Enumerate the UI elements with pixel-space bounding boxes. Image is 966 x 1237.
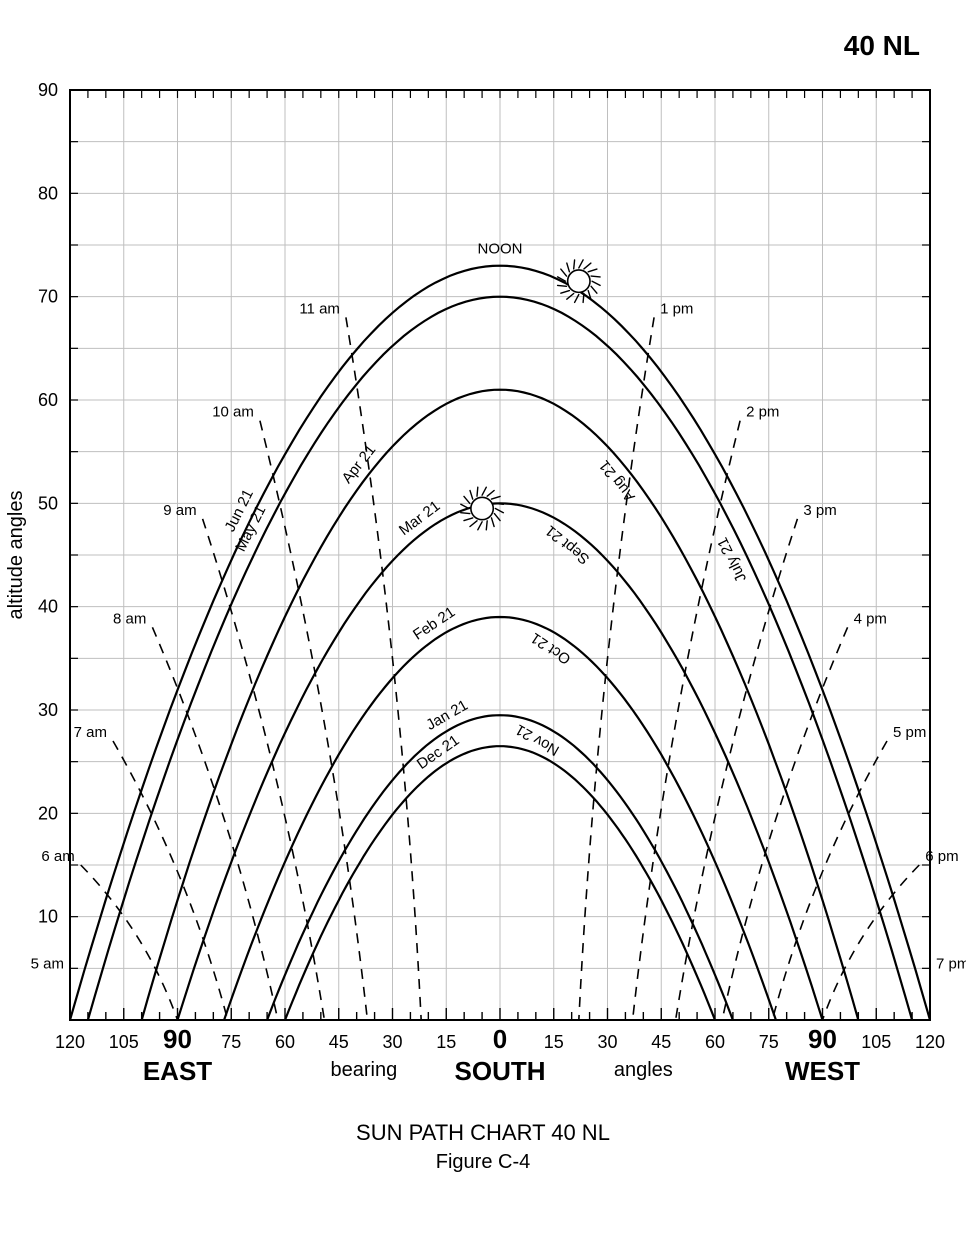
page: 40 NL 10 20 30 40 50 60 70 80 90 altitude angles 12… — [0, 0, 966, 1237]
cardinal-west: WEST — [785, 1056, 860, 1086]
corner-label: 40 NL — [844, 30, 920, 61]
y-tick-label: 80 — [38, 183, 58, 203]
cardinal-south: SOUTH — [455, 1056, 546, 1086]
chart-title: SUN PATH CHART 40 NL — [356, 1120, 610, 1145]
x-tick-labels: 120 105 90 75 60 45 30 15 0 15 30 45 60 75 90 105 120 — [55, 1024, 945, 1054]
hour-label: 4 pm — [854, 610, 887, 627]
y-axis-label: altitude angles — [5, 491, 27, 620]
y-tick-label: 50 — [38, 493, 58, 513]
x-tick-label: 15 — [544, 1032, 564, 1052]
x-tick-label: 105 — [861, 1032, 891, 1052]
figure-label: Figure C-4 — [436, 1151, 530, 1173]
x-tick-label: 105 — [109, 1032, 139, 1052]
hour-label: 11 am — [299, 300, 340, 317]
hour-label: 5 am — [31, 955, 64, 972]
x-caption-bearing: bearing — [330, 1059, 397, 1081]
y-tick-label: 70 — [38, 287, 58, 307]
hour-label: 6 am — [41, 848, 74, 865]
x-tick-label: 120 — [55, 1032, 85, 1052]
x-tick-label: 45 — [329, 1032, 349, 1052]
x-tick-label: 120 — [915, 1032, 945, 1052]
y-tick-label: 20 — [38, 803, 58, 823]
x-tick-label: 0 — [493, 1024, 507, 1054]
sun-path-chart: 40 NL 10 20 30 40 50 60 70 80 90 altitude angles 12… — [0, 0, 966, 1237]
hour-label: 7 pm — [936, 955, 966, 972]
x-tick-label: 30 — [597, 1032, 617, 1052]
hour-label: 8 am — [113, 610, 146, 627]
x-tick-label: 90 — [808, 1024, 837, 1054]
hour-label: 3 pm — [803, 502, 836, 519]
x-tick-label: 15 — [436, 1032, 456, 1052]
x-tick-label: 75 — [221, 1032, 241, 1052]
cardinal-east: EAST — [143, 1056, 212, 1086]
x-tick-label: 30 — [382, 1032, 402, 1052]
y-tick-label: 30 — [38, 700, 58, 720]
noon-label: NOON — [478, 241, 523, 258]
x-tick-label: 60 — [275, 1032, 295, 1052]
hour-label: 1 pm — [660, 300, 693, 317]
y-tick-label: 60 — [38, 390, 58, 410]
x-tick-label: 75 — [759, 1032, 779, 1052]
hour-label: 5 pm — [893, 724, 926, 741]
x-tick-label: 90 — [163, 1024, 192, 1054]
hour-label: 9 am — [163, 502, 196, 519]
x-tick-label: 45 — [651, 1032, 671, 1052]
hour-label: 2 pm — [746, 404, 779, 421]
hour-label: 10 am — [212, 404, 254, 421]
x-caption-angles: angles — [614, 1059, 673, 1081]
y-tick-label: 90 — [38, 80, 58, 100]
hour-label: 7 am — [74, 724, 107, 741]
hour-label: 6 pm — [925, 848, 958, 865]
y-tick-label: 40 — [38, 597, 58, 617]
y-tick-label: 10 — [38, 907, 58, 927]
x-tick-label: 60 — [705, 1032, 725, 1052]
